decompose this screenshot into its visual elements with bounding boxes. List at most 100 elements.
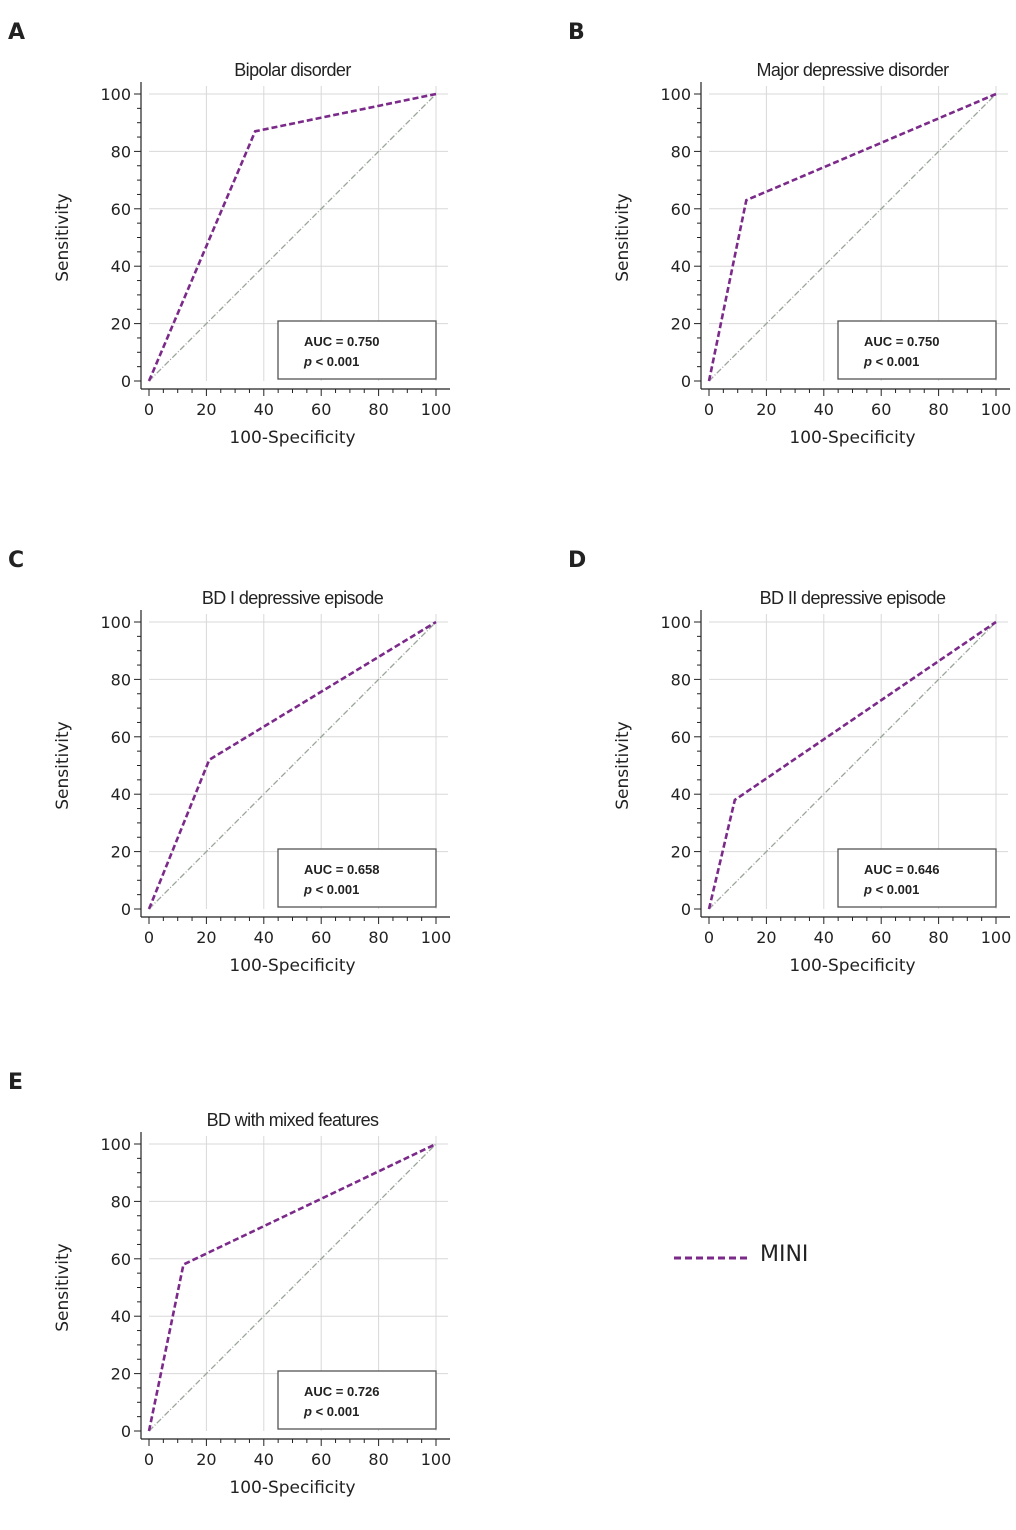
- y-axis-label: Sensitivity: [613, 193, 633, 282]
- y-axis-label: Sensitivity: [53, 193, 73, 282]
- y-tick-label: 80: [111, 142, 131, 161]
- roc-curve-line: [147, 1142, 437, 1432]
- p-value-text: p < 0.001: [863, 354, 919, 369]
- roc-curve-line: [707, 92, 997, 382]
- panel-c: C 0 20 40 60 80 100 0 20 40 60 80 100 BD I depressiv…: [8, 538, 484, 1008]
- roc-curve-line: [147, 92, 437, 382]
- plot-area: 0 20 40 60 80 100 0 20 40 60 80 100 BD with mixed fe…: [53, 1110, 451, 1498]
- y-tick-label: 0: [121, 900, 131, 919]
- x-tick-label: 20: [196, 928, 216, 947]
- p-value-number: < 0.001: [312, 882, 359, 897]
- x-tick-label: 0: [704, 928, 714, 947]
- y-tick-label: 20: [111, 843, 131, 862]
- auc-text: AUC = 0.750: [304, 334, 380, 349]
- y-tick-label: 100: [100, 85, 131, 104]
- x-tick-label: 60: [871, 400, 891, 419]
- x-tick-label: 40: [814, 400, 834, 419]
- plot-area: 0 20 40 60 80 100 0 20 40 60 80 100 Major depressive…: [613, 60, 1011, 448]
- roc-curve-line: [147, 620, 437, 910]
- x-axis-label: 100-Specificity: [789, 428, 915, 448]
- panel-letter: D: [568, 548, 587, 573]
- reference-diagonal-line: [148, 93, 437, 382]
- x-tick-label: 40: [254, 1450, 274, 1469]
- y-tick-label: 20: [111, 1365, 131, 1384]
- y-tick-label: 40: [111, 257, 131, 276]
- panel-d: D 0 20 40 60 80 100 0 20 40 60 80 100 BD II depressi…: [568, 538, 1016, 1008]
- y-tick-label: 40: [111, 785, 131, 804]
- plot-area: 0 20 40 60 80 100 0 20 40 60 80 100 Bipolar disorder…: [53, 60, 451, 448]
- x-tick-label: 0: [144, 928, 154, 947]
- plot-area: 0 20 40 60 80 100 0 20 40 60 80 100 BD II depressive…: [613, 588, 1011, 976]
- y-tick-label: 60: [671, 200, 691, 219]
- x-tick-label: 20: [196, 1450, 216, 1469]
- y-tick-label: 80: [671, 142, 691, 161]
- y-tick-label: 100: [100, 613, 131, 632]
- p-value-text: p < 0.001: [863, 882, 919, 897]
- roc-chart: 0 20 40 60 80 100 0 20 40 60 80 100 BD II depressive…: [613, 588, 1011, 976]
- x-axis-label: 100-Specificity: [229, 1478, 355, 1498]
- p-value-number: < 0.001: [312, 354, 359, 369]
- y-tick-label: 0: [681, 900, 691, 919]
- x-tick-label: 0: [704, 400, 714, 419]
- x-tick-label: 80: [928, 928, 948, 947]
- panel-a: A 0 20 40 60 80 100 0 20 40 60 80 100 Bipolar disord…: [8, 10, 484, 480]
- y-tick-label: 80: [111, 1192, 131, 1211]
- y-tick-label: 0: [121, 372, 131, 391]
- y-axis-label: Sensitivity: [53, 721, 73, 810]
- roc-chart: 0 20 40 60 80 100 0 20 40 60 80 100 Bipolar disorder…: [53, 60, 451, 448]
- auc-box: [837, 848, 997, 908]
- auc-box: [277, 320, 437, 380]
- y-tick-label: 0: [681, 372, 691, 391]
- reference-diagonal-line: [148, 1143, 437, 1432]
- roc-chart: 0 20 40 60 80 100 0 20 40 60 80 100 BD with mixed fe…: [53, 1110, 451, 1498]
- y-tick-label: 60: [671, 728, 691, 747]
- roc-curve-line: [707, 620, 997, 910]
- x-axis-label: 100-Specificity: [229, 956, 355, 976]
- chart-title: Bipolar disorder: [234, 60, 351, 80]
- legend-line-swatch: [674, 1256, 750, 1260]
- p-value-symbol: p: [303, 1404, 312, 1419]
- auc-box: [277, 848, 437, 908]
- x-tick-label: 60: [311, 928, 331, 947]
- p-value-symbol: p: [303, 354, 312, 369]
- p-value-number: < 0.001: [312, 1404, 359, 1419]
- p-value-symbol: p: [863, 354, 872, 369]
- x-tick-label: 100: [421, 1450, 452, 1469]
- x-tick-label: 100: [421, 400, 452, 419]
- y-tick-label: 60: [111, 1250, 131, 1269]
- panel-e: E 0 20 40 60 80 100 0 20 40 60 80 100 BD with mixed …: [8, 1060, 484, 1530]
- x-tick-label: 40: [254, 400, 274, 419]
- x-tick-label: 100: [421, 928, 452, 947]
- chart-title: BD I depressive episode: [202, 588, 384, 608]
- y-tick-label: 20: [111, 315, 131, 334]
- x-tick-label: 80: [368, 400, 388, 419]
- panel-letter: B: [568, 20, 585, 45]
- y-tick-label: 60: [111, 728, 131, 747]
- x-tick-label: 60: [311, 1450, 331, 1469]
- auc-text: AUC = 0.658: [304, 862, 380, 877]
- p-value-number: < 0.001: [872, 882, 919, 897]
- p-value-text: p < 0.001: [303, 882, 359, 897]
- roc-chart: 0 20 40 60 80 100 0 20 40 60 80 100 Major depressive…: [613, 60, 1011, 448]
- auc-text: AUC = 0.646: [864, 862, 940, 877]
- x-tick-label: 0: [144, 1450, 154, 1469]
- auc-text: AUC = 0.726: [304, 1384, 380, 1399]
- y-tick-label: 20: [671, 315, 691, 334]
- x-tick-label: 60: [311, 400, 331, 419]
- panel-letter: C: [8, 548, 25, 573]
- chart-title: BD with mixed features: [207, 1110, 379, 1130]
- y-tick-label: 20: [671, 843, 691, 862]
- x-tick-label: 0: [144, 400, 154, 419]
- p-value-number: < 0.001: [872, 354, 919, 369]
- p-value-text: p < 0.001: [303, 1404, 359, 1419]
- x-tick-label: 40: [814, 928, 834, 947]
- y-axis-label: Sensitivity: [53, 1243, 73, 1332]
- y-tick-label: 40: [111, 1307, 131, 1326]
- x-axis-label: 100-Specificity: [229, 428, 355, 448]
- reference-diagonal-line: [148, 621, 437, 910]
- reference-diagonal-line: [708, 621, 997, 910]
- panel-letter: E: [8, 1070, 24, 1095]
- x-tick-label: 60: [871, 928, 891, 947]
- y-tick-label: 40: [671, 257, 691, 276]
- plot-area: 0 20 40 60 80 100 0 20 40 60 80 100 BD I depressive …: [53, 588, 451, 976]
